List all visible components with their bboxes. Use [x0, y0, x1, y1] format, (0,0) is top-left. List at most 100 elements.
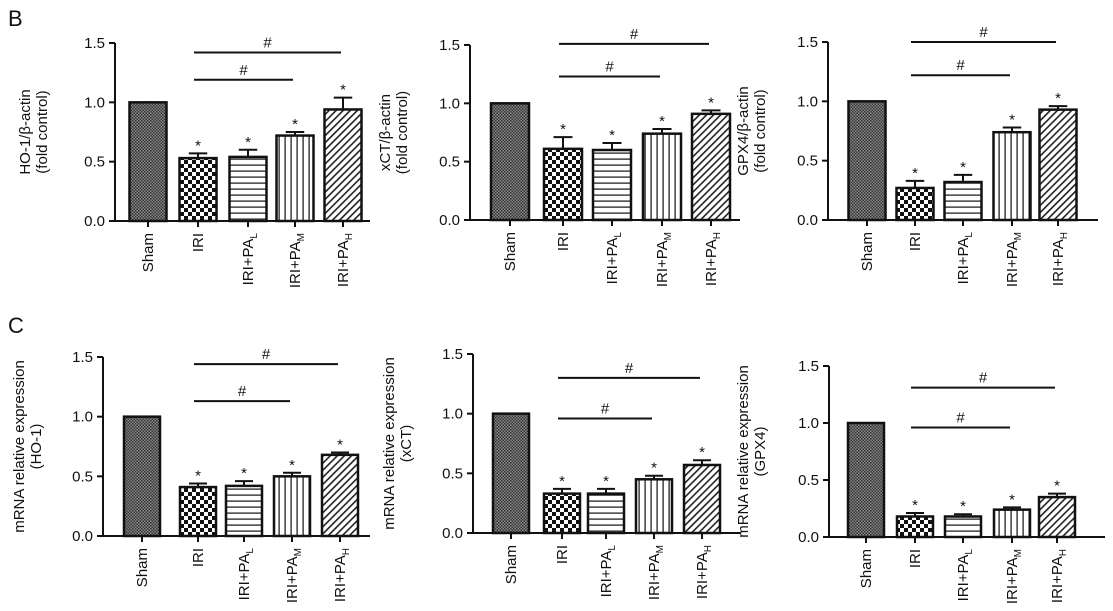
significance-star: *	[560, 121, 566, 138]
x-tick-label: IRI+PAM	[646, 545, 666, 600]
bar-iri	[542, 492, 582, 535]
significance-star: *	[1055, 90, 1061, 107]
chart-panel: 0.0 0.5 1.0 1.5 mRNA relative expression(HO-…	[11, 346, 370, 603]
bar-sham	[847, 100, 887, 222]
significance-hash: #	[263, 34, 272, 51]
y-tick-label: 1.0	[797, 93, 818, 110]
bar-iripam	[641, 132, 683, 222]
significance-hash: #	[979, 24, 988, 41]
significance-hash: #	[630, 26, 639, 43]
y-tick-label: 1.0	[439, 95, 460, 112]
bar-iripal	[224, 484, 264, 538]
y-tick-label: 0.0	[84, 213, 105, 230]
bar-sham	[128, 101, 168, 223]
chart-panel: 0.0 0.5 1.0 1.5 xCT/β-actin(fold control) Sha…	[377, 26, 740, 287]
x-tick-label: IRI+PAL	[604, 232, 624, 285]
y-tick-label: 1.5	[442, 346, 463, 363]
y-tick-label: 0.0	[798, 529, 819, 546]
x-tick-label: IRI+PAH	[335, 233, 355, 287]
significance-hash: #	[956, 57, 965, 74]
bar-iripam	[272, 475, 312, 538]
y-tick-label: 0.0	[797, 212, 818, 229]
significance-star: *	[960, 498, 966, 515]
x-tick-label: Sham	[140, 233, 157, 272]
x-tick-label: Sham	[503, 545, 520, 584]
significance-hash: #	[605, 59, 614, 76]
bar-sham	[122, 415, 162, 538]
significance-star: *	[960, 159, 966, 176]
x-tick-label: Sham	[134, 548, 151, 587]
bar-iripah	[690, 112, 732, 222]
bar-iripal	[586, 492, 626, 535]
x-tick-label: IRI+PAH	[1050, 232, 1070, 286]
bar-iri	[895, 186, 935, 222]
y-tick-label: 1.0	[72, 409, 93, 426]
y-axis-label: mRNA relative expression(xCT)	[381, 357, 415, 530]
y-axis-label: xCT/β-actin(fold control)	[377, 91, 411, 174]
bar-iri	[895, 515, 935, 539]
x-tick-label: Sham	[858, 549, 875, 588]
significance-star: *	[603, 473, 609, 490]
x-tick-label: IRI+PAH	[332, 548, 352, 602]
bar-iripah	[1038, 108, 1078, 222]
x-tick-label: IRI	[907, 549, 924, 568]
significance-star: *	[659, 113, 665, 130]
y-tick-label: 0.0	[442, 525, 463, 542]
significance-hash: #	[956, 410, 965, 427]
y-tick-label: 1.5	[84, 35, 105, 52]
bar-iripal	[943, 180, 983, 222]
chart-panel: 0.0 0.5 1.0 1.5 GPX4/β-actin(fold control) Sh…	[735, 24, 1098, 287]
bar-iripah	[323, 108, 363, 223]
x-tick-label: IRI+PAM	[287, 233, 307, 288]
x-tick-label: IRI+PAM	[1004, 549, 1024, 604]
y-tick-label: 0.5	[439, 154, 460, 171]
significance-star: *	[245, 134, 251, 151]
y-tick-label: 0.0	[439, 212, 460, 229]
y-tick-label: 1.5	[797, 34, 818, 51]
x-tick-label: IRI+PAM	[1004, 232, 1024, 287]
bar-iripam	[634, 478, 674, 535]
significance-star: *	[609, 127, 615, 144]
bar-sham	[846, 421, 886, 539]
x-tick-label: IRI	[554, 545, 571, 564]
y-tick-label: 1.0	[798, 415, 819, 432]
significance-star: *	[1009, 111, 1015, 128]
x-tick-label: Sham	[859, 232, 876, 271]
panel-label-c: C	[8, 313, 24, 338]
x-tick-label: IRI+PAM	[284, 548, 304, 603]
y-axis-label: mRNA relative expression(HO-1)	[11, 360, 45, 533]
significance-star: *	[651, 460, 657, 477]
significance-star: *	[337, 436, 343, 453]
bar-iripal	[591, 148, 633, 222]
significance-star: *	[708, 94, 714, 111]
x-tick-label: IRI	[907, 232, 924, 251]
chart-panel: 0.0 0.5 1.0 1.5 HO-1/β-actin(fold control) Sh…	[17, 34, 370, 288]
y-tick-label: 1.0	[442, 406, 463, 423]
significance-star: *	[912, 165, 918, 182]
bar-iri	[178, 156, 218, 223]
bar-iripam	[992, 508, 1032, 539]
significance-star: *	[195, 137, 201, 154]
bar-iripal	[228, 155, 268, 223]
bar-iripam	[275, 134, 315, 223]
x-tick-label: IRI	[190, 233, 207, 252]
y-tick-label: 0.5	[798, 472, 819, 489]
x-tick-label: IRI+PAL	[955, 549, 975, 602]
y-axis-label: mRNA relative expression(GPX4)	[735, 365, 769, 538]
y-axis-label: HO-1/β-actin(fold control)	[17, 89, 51, 174]
x-tick-label: IRI+PAM	[654, 232, 674, 287]
panel-label-b: B	[8, 6, 23, 31]
y-tick-label: 1.5	[798, 358, 819, 375]
x-tick-label: IRI+PAL	[240, 233, 260, 286]
x-tick-label: IRI+PAL	[598, 545, 618, 598]
significance-star: *	[1054, 478, 1060, 495]
significance-hash: #	[601, 400, 610, 417]
significance-star: *	[1009, 491, 1015, 508]
bar-iri	[542, 147, 584, 222]
significance-hash: #	[239, 62, 248, 79]
y-tick-label: 0.0	[72, 528, 93, 545]
chart-panel: 0.0 0.5 1.0 1.5 mRNA relative expression(GPX…	[735, 358, 1105, 604]
significance-star: *	[912, 497, 918, 514]
y-axis-label: GPX4/β-actin(fold control)	[735, 86, 769, 176]
